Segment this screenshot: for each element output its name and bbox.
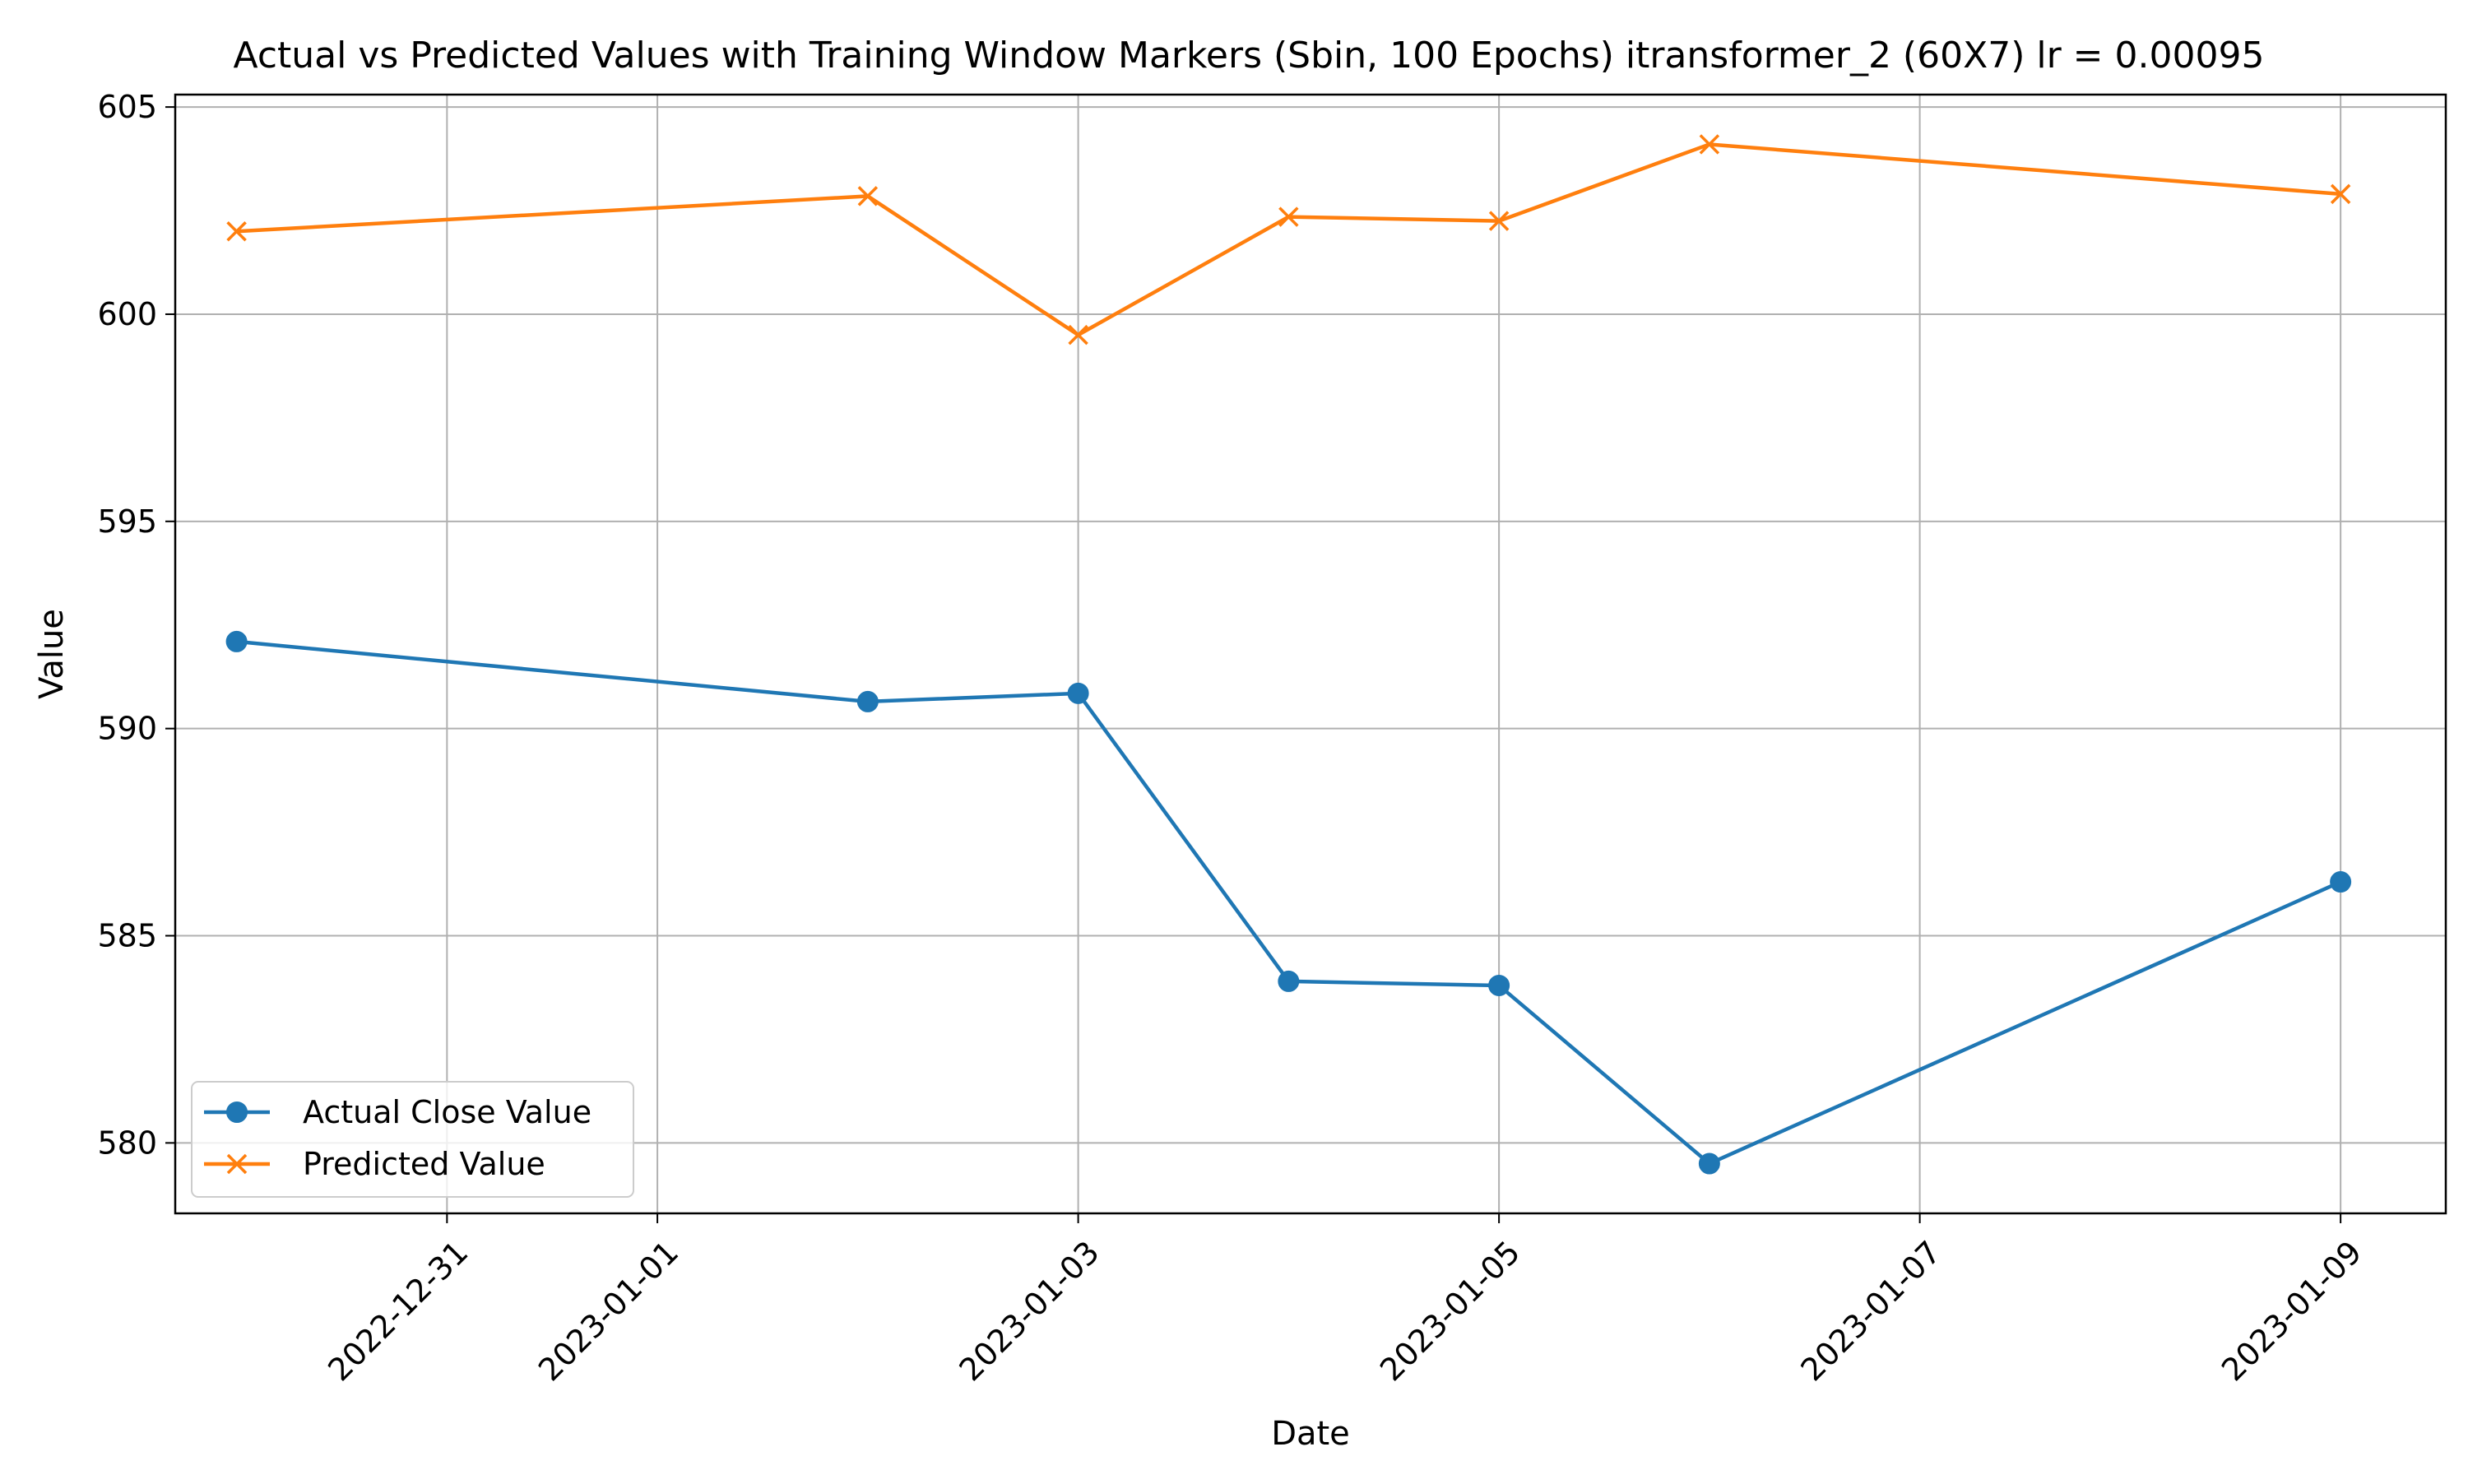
marker-stroke [1068,324,1088,345]
legend-label: Predicted Value [303,1146,545,1182]
data-point [857,186,879,206]
y-tick-label: 600 [97,296,157,332]
marker-stroke [2330,183,2351,205]
data-point [226,220,247,242]
data-point [856,690,879,712]
y-tick-label: 585 [97,918,157,954]
series-line [236,142,2341,337]
legend-box [191,1081,634,1198]
data-point [1488,974,1510,996]
marker-stroke [1699,134,1720,155]
y-axis: 580 585 590 595 600 605 [97,89,175,1161]
x-tick-label: 2023-01-07 [1794,1234,1948,1388]
data-point [1698,1152,1720,1175]
data-point [225,630,248,652]
y-tick-label: 595 [97,503,157,540]
series-predicted [226,134,2351,345]
x-tick-label: 2023-01-09 [2215,1234,2368,1388]
data-point [1067,682,1089,704]
chart-title: Actual vs Predicted Values with Training… [234,35,2265,77]
legend-swatch-marker [226,1101,248,1123]
marker-stroke [226,1153,248,1175]
marker-stroke [1488,211,1510,231]
data-point [1278,970,1300,992]
legend-swatch-marker [226,1153,248,1175]
plot-area-frame [174,93,2447,1215]
data-point [1068,324,1088,345]
y-tick-label: 580 [97,1125,157,1161]
x-axis: 2022-12-31 2023-01-01 2023-01-03 2023-01-05… [321,1213,2368,1388]
series-layer [225,134,2352,1175]
x-axis-label: Date [1271,1415,1350,1453]
x-tick-label: 2023-01-01 [531,1234,685,1388]
marker-stroke [226,220,247,242]
x-tick-label: 2023-01-05 [1373,1234,1527,1388]
data-point [1278,206,1299,227]
legend: Actual Close Value Predicted Value [191,1081,634,1198]
y-tick-label: 605 [97,89,157,125]
y-tick-label: 590 [97,711,157,747]
marker-stroke [857,186,879,206]
grid [175,95,2446,1213]
legend-label: Actual Close Value [303,1094,591,1130]
data-point [1699,134,1720,155]
legend-entry: Predicted Value [204,1146,545,1182]
y-axis-label: Value [33,609,71,699]
data-point [2330,871,2352,893]
marker-stroke [1278,206,1299,227]
legend-entry: Actual Close Value [204,1094,591,1130]
x-tick-label: 2023-01-03 [952,1234,1106,1388]
legend-entries: Actual Close Value Predicted Value [204,1094,591,1182]
series-actual [225,630,2352,1175]
data-point [2330,183,2351,205]
x-tick-label: 2022-12-31 [321,1234,475,1388]
data-point [1488,211,1510,231]
